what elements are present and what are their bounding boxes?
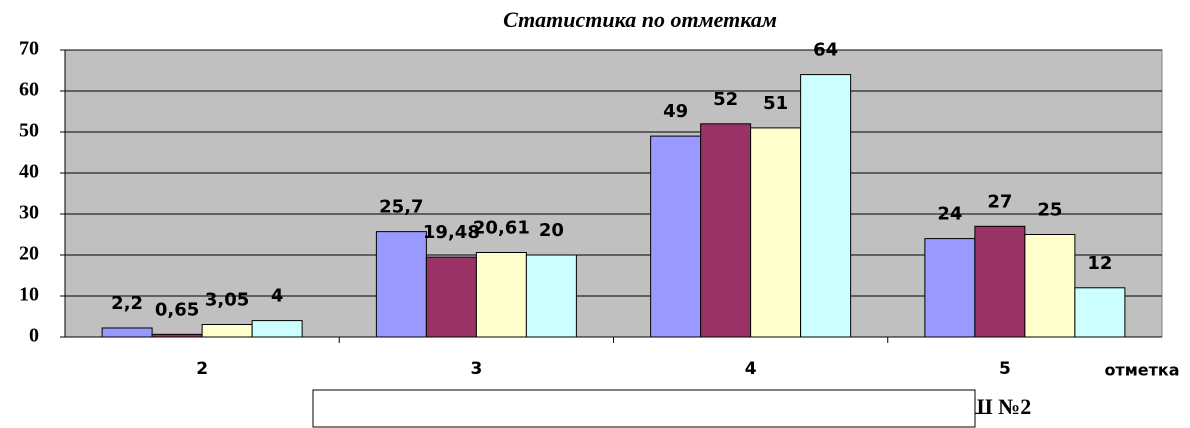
value-label: 27 xyxy=(987,191,1012,212)
x-axis-label: отметка xyxy=(1104,361,1179,380)
bar xyxy=(650,135,702,338)
y-tick-label: 20 xyxy=(19,243,39,265)
y-tick-label: 0 xyxy=(29,325,39,347)
value-label: 24 xyxy=(937,204,962,225)
bar xyxy=(1074,287,1126,338)
bar xyxy=(425,256,477,338)
bar xyxy=(700,123,752,338)
y-tick-label: 40 xyxy=(19,161,39,183)
y-tick-label: 30 xyxy=(19,202,39,224)
y-tick-label: 60 xyxy=(19,79,39,101)
bar xyxy=(924,238,976,338)
value-label: 0,65 xyxy=(155,299,199,320)
bar xyxy=(800,74,852,338)
value-label: 3,05 xyxy=(205,289,249,310)
bar xyxy=(1024,234,1076,338)
bar xyxy=(201,323,253,338)
chart-title: Статистика по отметкам xyxy=(503,7,777,32)
value-label: 20,61 xyxy=(473,217,530,238)
value-label: 2,2 xyxy=(111,293,143,314)
value-label: 12 xyxy=(1087,253,1112,274)
value-label: 19,48 xyxy=(423,222,480,243)
bar xyxy=(525,254,577,338)
value-label: 51 xyxy=(763,93,788,114)
value-label: 20 xyxy=(539,220,564,241)
value-label: 25,7 xyxy=(379,197,423,218)
y-tick-label: 50 xyxy=(19,120,39,142)
x-tick-label: 3 xyxy=(470,359,482,379)
bar xyxy=(750,127,802,338)
value-label: 25 xyxy=(1037,200,1062,221)
x-tick-label: 2 xyxy=(196,359,208,379)
bar xyxy=(974,225,1026,338)
bar xyxy=(475,251,527,338)
bar xyxy=(101,327,153,338)
bar xyxy=(251,320,303,338)
value-label: 52 xyxy=(713,89,738,110)
legend-box xyxy=(312,389,976,428)
value-label: 4 xyxy=(271,286,284,307)
y-tick-label: 10 xyxy=(19,284,39,306)
value-label: 49 xyxy=(663,101,688,122)
bar xyxy=(375,231,427,338)
x-tick-label: 5 xyxy=(999,359,1011,379)
x-tick-label: 4 xyxy=(745,359,757,379)
value-label: 64 xyxy=(813,40,838,61)
y-tick-label: 70 xyxy=(19,38,39,60)
